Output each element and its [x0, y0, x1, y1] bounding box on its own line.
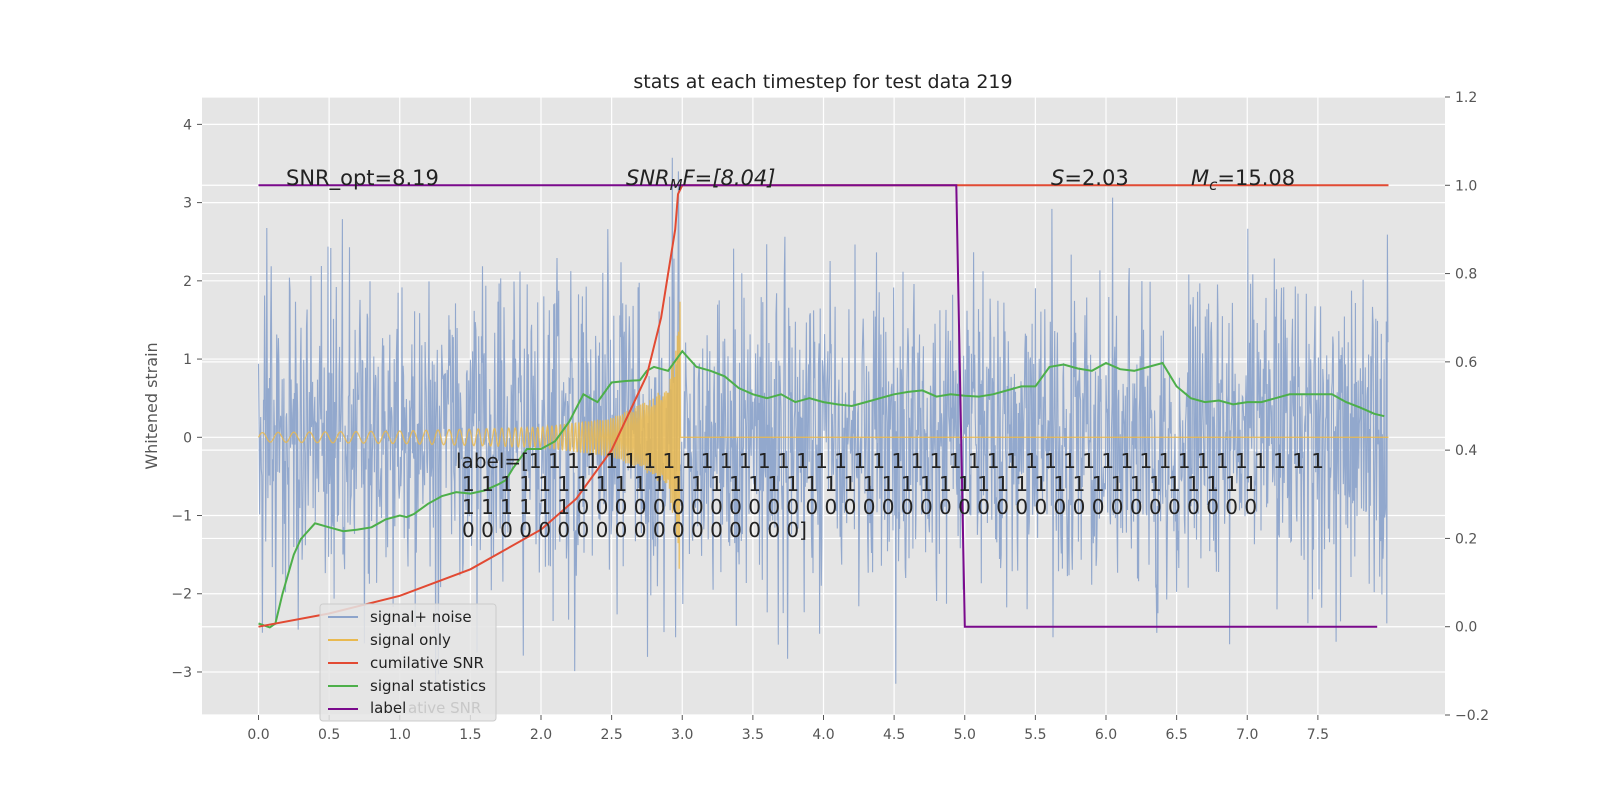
legend-ghost-text: ative SNR	[408, 699, 481, 717]
annotation-s-rest: =2.03	[1064, 166, 1128, 190]
x-tick-label-12: 6.0	[1095, 727, 1117, 743]
x-tick-label-7: 3.5	[742, 727, 764, 743]
annotation-mc-sub: c	[1209, 176, 1218, 194]
annotation-mc-main: M	[1191, 166, 1209, 190]
y-tick-label-7: 4	[183, 117, 192, 133]
y2-tick-label-3: 0.4	[1455, 443, 1477, 459]
x-tick-label-14: 7.0	[1236, 727, 1258, 743]
y-tick-label-1: −2	[171, 587, 192, 603]
annotation-label-line-1: label=[1 1 1 1 1 1 1 1 1 1 1 1 1 1 1 1 1…	[456, 449, 1324, 473]
label-line	[258, 184, 1378, 628]
legend-entry-cumilative-snr: cumilative SNR	[370, 654, 484, 672]
y-axis-label: Whitened strain	[142, 342, 161, 469]
legend-box	[319, 603, 497, 722]
annotation-mc-rest: =15.08	[1217, 166, 1295, 190]
chart-title: stats at each timestep for test data 219	[633, 71, 1012, 93]
annotation-label-line-4: 0 0 0 0 0 0 0 0 0 0 0 0 0 0 0 0 0 0]	[462, 518, 807, 542]
y-tick-label-4: 1	[183, 352, 192, 368]
y2-tick-label-6: 1.0	[1455, 178, 1477, 194]
y-tick-label-6: 3	[183, 196, 192, 212]
legend-entry-signal-only: signal only	[370, 631, 451, 649]
series-cumilative-snr	[258, 184, 1389, 628]
x-tick-label-5: 2.5	[600, 727, 622, 743]
legend-entry-label: label	[370, 699, 406, 717]
x-tick-label-10: 5.0	[954, 727, 976, 743]
series-signal-statistics	[258, 349, 1385, 629]
y2-tick-label-7: 1.2	[1455, 90, 1477, 106]
x-tick-label-11: 5.5	[1024, 727, 1046, 743]
x-tick-label-13: 6.5	[1165, 727, 1187, 743]
y2-tick-label-2: 0.2	[1455, 531, 1477, 547]
y2-tick-label-0: −0.2	[1455, 708, 1489, 724]
annotation-snr-opt: SNR_opt=8.19	[286, 166, 439, 191]
annotation-snr-mf: SNRMF=[8.04]	[626, 166, 775, 194]
y-tick-label-3: 0	[183, 430, 192, 446]
series-signal-plus-noise	[257, 157, 1389, 684]
y-axis-right-ticks: −0.2 0.0 0.2 0.4 0.6 0.8 1.0 1.2	[1445, 90, 1489, 724]
y2-tick-label-5: 0.8	[1455, 267, 1477, 283]
x-tick-label-0: 0.0	[247, 727, 269, 743]
signal-plus-noise-line	[257, 157, 1389, 684]
x-tick-label-6: 3.0	[671, 727, 693, 743]
y-tick-label-5: 2	[183, 274, 192, 290]
annotation-mc: Mc=15.08	[1191, 166, 1295, 194]
annotation-label-line-3: 1 1 1 1 1 1 0 0 0 0 0 0 0 0 0 0 0 0 0 0 …	[462, 495, 1257, 519]
y2-tick-label-1: 0.0	[1455, 620, 1477, 636]
y-tick-label-0: −3	[171, 665, 192, 681]
annotation-s-main: S	[1051, 166, 1064, 190]
annotation-snr-mf-sub: M	[670, 176, 683, 194]
series-signal-only	[257, 301, 1389, 569]
x-tick-label-8: 4.0	[812, 727, 834, 743]
legend: ative SNR signal+ noise signal only cumi…	[319, 603, 497, 722]
annotation-snr-mf-rest: F=[8.04]	[683, 166, 776, 190]
x-tick-label-1: 0.5	[318, 727, 340, 743]
cumilative-snr-line	[258, 184, 1389, 628]
legend-entry-signal-plus-noise: signal+ noise	[370, 608, 472, 626]
signal-statistics-line	[258, 349, 1385, 629]
x-tick-label-3: 1.5	[459, 727, 481, 743]
annotation-label-line-2: 1 1 1 1 1 1 1 1 1 1 1 1 1 1 1 1 1 1 1 1 …	[462, 472, 1257, 496]
y-tick-label-2: −1	[171, 509, 192, 525]
x-tick-label-2: 1.0	[389, 727, 411, 743]
x-tick-label-15: 7.5	[1307, 727, 1329, 743]
y-axis-left-ticks: −3 −2 −1 0 1 2 3 4	[171, 117, 202, 681]
legend-entry-signal-statistics: signal statistics	[370, 677, 486, 695]
annotation-s: S=2.03	[1051, 166, 1129, 190]
annotation-snr-mf-main: SNR	[626, 166, 670, 190]
x-tick-label-9: 4.5	[883, 727, 905, 743]
signal-only-line	[257, 301, 1389, 569]
series-label	[258, 184, 1378, 628]
x-axis-ticks: 0.0 0.5 1.0 1.5 2.0 2.5 3.0 3.5 4.0 4.5 5.0 5.5 6.0 6…	[247, 715, 1329, 743]
y2-tick-label-4: 0.6	[1455, 355, 1477, 371]
x-tick-label-4: 2.0	[530, 727, 552, 743]
